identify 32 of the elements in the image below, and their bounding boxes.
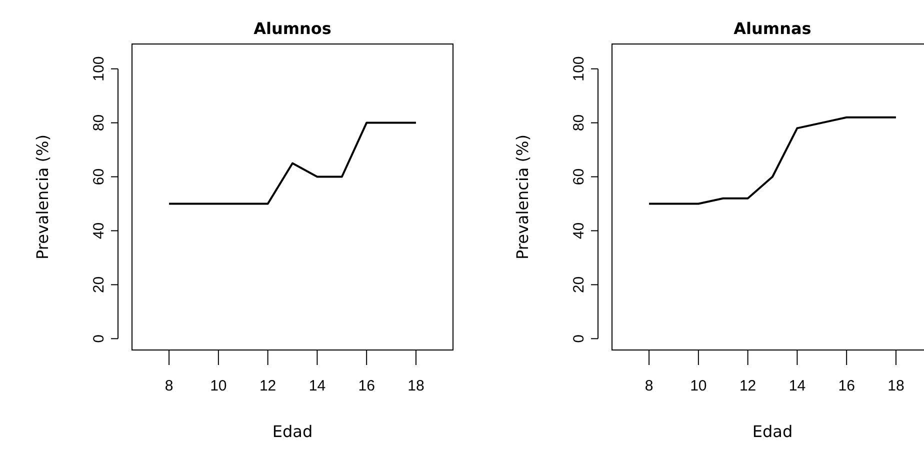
y-tick-label: 100 bbox=[570, 56, 588, 82]
x-tick-label: 8 bbox=[164, 378, 174, 394]
y-tick-label: 40 bbox=[570, 222, 588, 240]
y-tick-label: 20 bbox=[90, 276, 108, 294]
y-tick-label: 0 bbox=[570, 334, 588, 343]
y-tick-label: 80 bbox=[570, 114, 588, 132]
y-tick-label: 100 bbox=[90, 56, 108, 82]
x-tick-label: 10 bbox=[210, 378, 227, 394]
x-tick-label: 16 bbox=[358, 378, 375, 394]
y-axis-title: Prevalencia (%) bbox=[33, 134, 52, 260]
x-tick-label: 8 bbox=[644, 378, 654, 394]
x-tick-label: 10 bbox=[690, 378, 707, 394]
x-tick-label: 14 bbox=[788, 378, 806, 394]
line-series bbox=[168, 122, 417, 205]
chart-title: Alumnos bbox=[254, 19, 332, 38]
x-tick-label: 18 bbox=[888, 378, 904, 394]
y-tick-label: 40 bbox=[90, 222, 108, 240]
y-axis-title: Prevalencia (%) bbox=[513, 134, 532, 260]
y-tick-label: 80 bbox=[90, 114, 108, 132]
x-axis-title: Edad bbox=[272, 422, 313, 441]
x-tick-label: 12 bbox=[739, 378, 756, 394]
x-tick-label: 14 bbox=[308, 378, 326, 394]
x-axis-title: Edad bbox=[752, 422, 793, 441]
y-tick-label: 60 bbox=[570, 168, 588, 186]
y-tick-label: 0 bbox=[90, 334, 108, 343]
line-series bbox=[648, 116, 897, 205]
x-tick-label: 12 bbox=[259, 378, 276, 394]
x-tick-label: 18 bbox=[408, 378, 424, 394]
y-tick-label: 20 bbox=[570, 276, 588, 294]
x-tick-label: 16 bbox=[838, 378, 855, 394]
chart-title: Alumnas bbox=[734, 19, 812, 38]
y-tick-label: 60 bbox=[90, 168, 108, 186]
